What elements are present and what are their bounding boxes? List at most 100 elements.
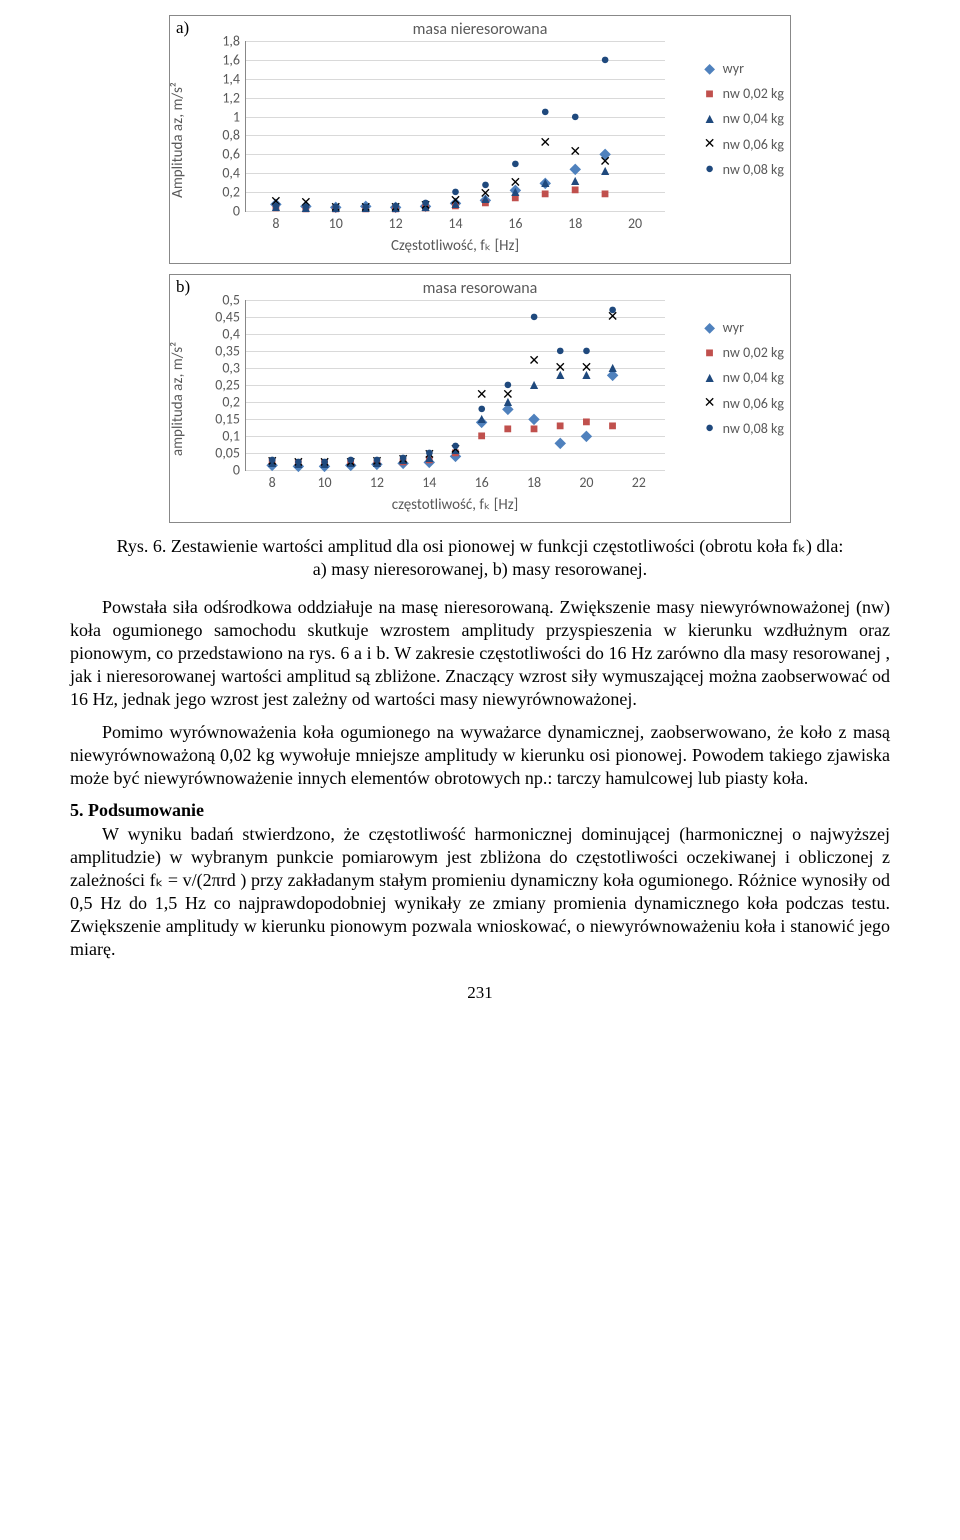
xtick-label: 18 — [527, 470, 541, 491]
legend-marker-icon: ● — [703, 162, 717, 176]
gridline — [246, 385, 665, 386]
data-point-nw008: ● — [608, 303, 616, 317]
legend-item: ■nw 0,02 kg — [703, 81, 784, 106]
legend-marker-icon: ◆ — [703, 321, 717, 335]
data-point-nw006: ✕ — [539, 136, 551, 150]
ytick-label: 0,2 — [200, 394, 246, 411]
data-point-nw006: ✕ — [509, 176, 521, 190]
chart-b: b) masa resorowana amplituda aᴢ, m/s² 00… — [170, 275, 790, 522]
ytick-label: 1,8 — [200, 33, 246, 50]
legend-item: ✕nw 0,06 kg — [703, 132, 784, 157]
gridline — [246, 300, 665, 301]
legend-label: nw 0,08 kg — [723, 416, 784, 441]
ytick-label: 0,8 — [200, 127, 246, 144]
data-point-nw002: ■ — [530, 422, 538, 436]
ytick-label: 1,2 — [200, 89, 246, 106]
legend-label: wyr — [723, 315, 744, 340]
gridline — [246, 402, 665, 403]
chart-b-plot-area: 00,050,10,150,20,250,30,350,40,450,58101… — [245, 300, 665, 471]
data-point-nw004: ▲ — [568, 174, 582, 188]
data-point-nw008: ● — [477, 402, 485, 416]
legend-label: wyr — [723, 56, 744, 81]
legend-marker-icon: ■ — [703, 346, 717, 360]
ytick-label: 1,4 — [200, 70, 246, 87]
legend-item: ◆wyr — [703, 56, 784, 81]
data-point-nw008: ● — [332, 200, 340, 214]
data-point-nw002: ■ — [477, 429, 485, 443]
chart-a-legend: ◆wyr■nw 0,02 kg▲nw 0,04 kg✕nw 0,06 kg●nw… — [703, 56, 784, 182]
gridline — [246, 419, 665, 420]
data-point-nw002: ■ — [608, 419, 616, 433]
ytick-label: 0,4 — [200, 326, 246, 343]
legend-item: ●nw 0,08 kg — [703, 157, 784, 182]
chart-a: a) masa nieresorowana Amplituda aᴢ, m/s²… — [170, 16, 790, 263]
data-point-nw008: ● — [347, 453, 355, 467]
data-point-nw008: ● — [294, 455, 302, 469]
legend-label: nw 0,04 kg — [723, 106, 784, 131]
xtick-label: 16 — [475, 470, 489, 491]
ytick-label: 0,35 — [200, 343, 246, 360]
data-point-nw008: ● — [425, 446, 433, 460]
ytick-label: 0,05 — [200, 445, 246, 462]
chart-b-xlabel: częstotliwość, fₖ [Hz] — [245, 471, 665, 522]
data-point-wyr: ◆ — [581, 429, 592, 443]
data-point-wyr: ◆ — [555, 436, 566, 450]
xtick-label: 20 — [628, 211, 642, 232]
chart-b-ylabel-text: amplituda aᴢ, m/s² — [169, 341, 187, 455]
gridline — [246, 317, 665, 318]
xtick-label: 12 — [370, 470, 384, 491]
gridline — [246, 351, 665, 352]
legend-item: ▲nw 0,04 kg — [703, 365, 784, 390]
legend-item: ◆ wyr — [703, 315, 784, 340]
chart-b-panel-label: b) — [176, 277, 190, 297]
data-point-nw004: ▲ — [538, 176, 552, 190]
legend-label: nw 0,06 kg — [723, 132, 784, 157]
gridline — [246, 470, 665, 471]
ytick-label: 0,4 — [200, 165, 246, 182]
gridline — [246, 135, 665, 136]
ytick-label: 0,6 — [200, 146, 246, 163]
data-point-nw008: ● — [571, 110, 579, 124]
data-point-nw008: ● — [601, 53, 609, 67]
data-point-nw008: ● — [504, 378, 512, 392]
data-point-nw002: ■ — [504, 422, 512, 436]
legend-marker-icon: ● — [703, 421, 717, 435]
ytick-label: 0,2 — [200, 184, 246, 201]
data-point-nw006: ✕ — [599, 155, 611, 169]
data-point-nw006: ✕ — [569, 145, 581, 159]
gridline — [246, 98, 665, 99]
xtick-label: 8 — [269, 470, 276, 491]
data-point-nw004: ▲ — [606, 361, 620, 375]
data-point-nw008: ● — [556, 344, 564, 358]
data-point-nw002: ■ — [601, 187, 609, 201]
legend-marker-icon: ✕ — [703, 396, 717, 410]
data-point-nw008: ● — [272, 199, 280, 213]
data-point-nw008: ● — [399, 451, 407, 465]
data-point-nw006: ✕ — [581, 361, 593, 375]
data-point-nw008: ● — [421, 196, 429, 210]
legend-marker-icon: ▲ — [703, 112, 717, 126]
data-point-nw008: ● — [373, 453, 381, 467]
data-point-nw008: ● — [320, 455, 328, 469]
ytick-label: 0,15 — [200, 411, 246, 428]
ytick-label: 1,6 — [200, 51, 246, 68]
legend-label: nw 0,02 kg — [723, 81, 784, 106]
gridline — [246, 41, 665, 42]
ytick-label: 0,45 — [200, 309, 246, 326]
data-point-nw008: ● — [481, 178, 489, 192]
legend-label: nw 0,06 kg — [723, 391, 784, 416]
data-point-nw008: ● — [391, 199, 399, 213]
section-heading: 5. Podsumowanie — [70, 800, 890, 821]
chart-a-container: a) masa nieresorowana Amplituda aᴢ, m/s²… — [169, 15, 791, 264]
data-point-nw002: ■ — [556, 419, 564, 433]
ytick-label: 0,5 — [200, 292, 246, 309]
legend-item: ■ nw 0,02 kg — [703, 340, 784, 365]
data-point-nw008: ● — [451, 439, 459, 453]
legend-label: nw 0,02 kg — [723, 340, 784, 365]
legend-marker-icon: ▲ — [703, 371, 717, 385]
data-point-nw008: ● — [511, 157, 519, 171]
data-point-nw002: ■ — [582, 415, 590, 429]
chart-a-plot-area: 00,20,40,60,811,21,41,61,88101214161820◆… — [245, 41, 665, 212]
data-point-nw006: ✕ — [554, 361, 566, 375]
ytick-label: 0,3 — [200, 360, 246, 377]
